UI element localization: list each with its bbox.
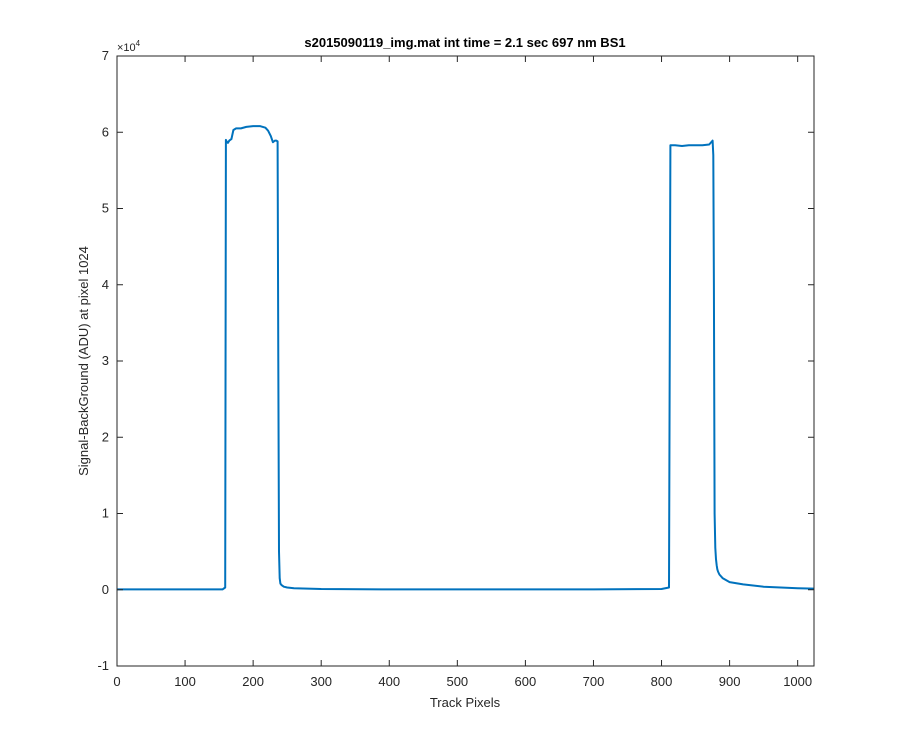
x-tick-label: 900	[719, 674, 741, 689]
x-axis-label: Track Pixels	[430, 695, 501, 710]
x-axis: 0 100 200 300 400 500 600 700 800 900 1000	[113, 56, 812, 689]
y-axis-label: Signal-BackGround (ADU) at pixel 1024	[76, 246, 91, 476]
y-tick-label: 7	[102, 48, 109, 63]
x-tick-label: 300	[310, 674, 332, 689]
plot-area	[117, 56, 814, 666]
x-tick-label: 100	[174, 674, 196, 689]
x-tick-label: 700	[583, 674, 605, 689]
series-layer	[117, 125, 815, 591]
x-tick-label: 400	[378, 674, 400, 689]
y-tick-label: 1	[102, 506, 109, 521]
x-tick-label: 600	[515, 674, 537, 689]
y-multiplier-base: ×10	[117, 42, 136, 54]
y-axis-multiplier: ×104	[117, 39, 141, 54]
x-tick-label: 800	[651, 674, 673, 689]
x-tick-label: 500	[446, 674, 468, 689]
y-tick-label: 3	[102, 353, 109, 368]
series-line	[117, 125, 815, 591]
y-tick-label: 4	[102, 277, 109, 292]
y-tick-label: 0	[102, 582, 109, 597]
y-tick-label: 5	[102, 201, 109, 216]
y-tick-label: 2	[102, 429, 109, 444]
y-multiplier-exponent: 4	[136, 39, 141, 48]
chart-title: s2015090119_img.mat int time = 2.1 sec 6…	[304, 35, 625, 50]
y-tick-label: 6	[102, 124, 109, 139]
y-tick-label: -1	[97, 658, 109, 673]
x-tick-label: 0	[113, 674, 120, 689]
y-axis: -1 0 1 2 3 4 5 6 7	[97, 48, 814, 673]
x-tick-label: 1000	[783, 674, 812, 689]
x-tick-label: 200	[242, 674, 264, 689]
